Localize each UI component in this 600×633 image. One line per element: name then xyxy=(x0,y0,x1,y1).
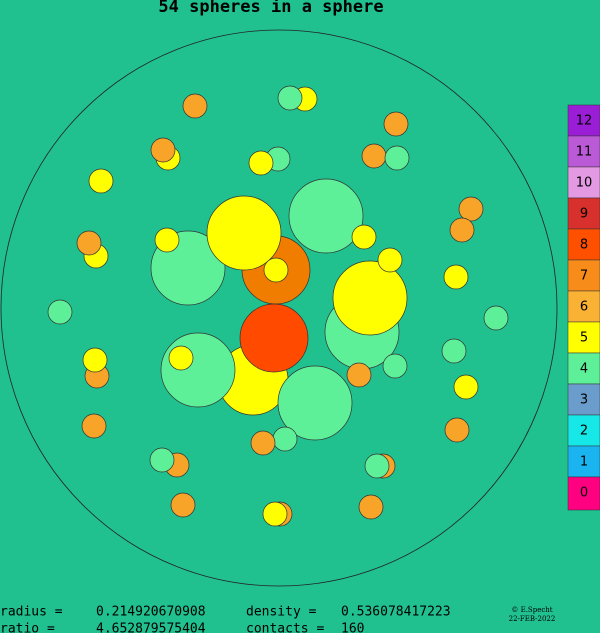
legend-label: 4 xyxy=(580,362,588,377)
ratio-label: ratio = xyxy=(0,622,55,633)
ratio-value: 4.652879575404 xyxy=(96,622,206,633)
density-label: density = xyxy=(246,605,317,620)
legend-label: 7 xyxy=(580,269,588,284)
legend-label: 10 xyxy=(576,176,593,191)
contacts-value: 160 xyxy=(341,622,364,633)
density-value: 0.536078417223 xyxy=(341,605,451,620)
legend-label: 12 xyxy=(576,114,593,129)
legend-label: 3 xyxy=(580,393,588,408)
legend-label: 8 xyxy=(580,238,588,253)
legend-label: 11 xyxy=(576,145,593,160)
legend-label: 6 xyxy=(580,300,588,315)
legend-label: 5 xyxy=(580,331,588,346)
credit-author: © E.Specht xyxy=(511,606,552,614)
spheres xyxy=(47,85,509,527)
container xyxy=(0,29,558,587)
credit-date: 22-FEB-2022 xyxy=(509,615,556,623)
radius-label: radius = xyxy=(0,605,63,620)
legend-label: 9 xyxy=(580,207,588,222)
radius-value: 0.214920670908 xyxy=(96,605,206,620)
title: 54 spheres in a sphere xyxy=(158,0,383,17)
legend-label: 1 xyxy=(580,455,588,470)
color-legend xyxy=(567,104,600,511)
legend-label: 2 xyxy=(580,424,588,439)
legend-label: 0 xyxy=(580,486,588,501)
contacts-label: contacts = xyxy=(246,622,324,633)
